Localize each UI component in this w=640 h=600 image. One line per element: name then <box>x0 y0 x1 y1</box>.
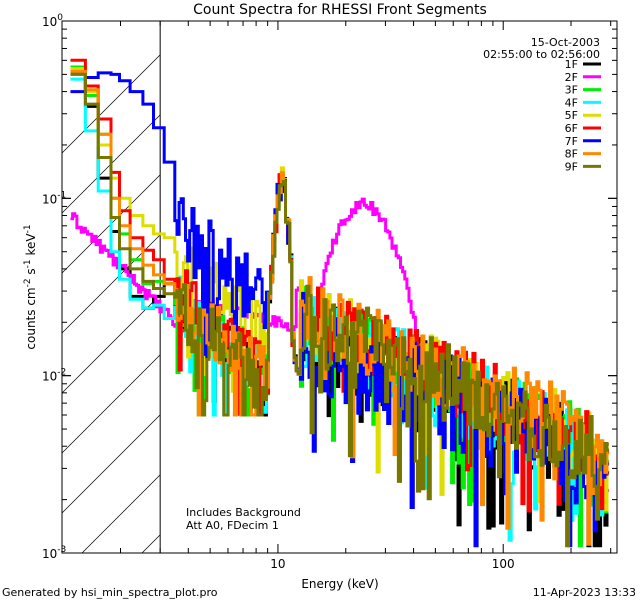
plot-frame <box>61 20 618 554</box>
chart-title: Count Spectra for RHESSI Front Segments <box>193 2 487 18</box>
series-9f-line <box>70 72 610 548</box>
y-tick-label: 10-2 <box>42 368 66 384</box>
y-tick-label: 10-3 <box>42 545 66 561</box>
legend-label: 1F <box>565 58 578 71</box>
time-range-label: 02:55:00 to 02:56:00 <box>483 48 600 61</box>
legend-label: 3F <box>565 84 578 97</box>
legend-label: 8F <box>565 148 578 161</box>
annotation-attenuator: Att A0, FDecim 1 <box>186 519 279 532</box>
series-8f-line <box>70 69 610 546</box>
axis-ticks: 10 100 100 10-1 10-2 10-3 <box>42 13 617 571</box>
x-tick-label: 100 <box>492 557 515 571</box>
hatch-line <box>62 414 161 514</box>
legend-label: 6F <box>565 122 578 135</box>
annotation-background: Includes Background <box>186 506 301 519</box>
legend-label: 9F <box>565 160 578 173</box>
y-axis-label: counts cm-2 s-1 keV-1 <box>23 224 38 349</box>
legend-label: 7F <box>565 135 578 148</box>
legend-label: 4F <box>565 96 578 109</box>
hatch-line <box>62 174 161 274</box>
spectra-series <box>70 58 610 548</box>
generated-by-label: Generated by hsi_min_spectra_plot.pro <box>2 586 218 599</box>
x-tick-label: 10 <box>270 557 285 571</box>
date-label: 15-Oct-2003 <box>531 36 600 49</box>
legend-label: 2F <box>565 71 578 84</box>
y-axis-label-base: counts cm <box>24 287 38 349</box>
x-axis-label: Energy (keV) <box>301 577 378 591</box>
y-tick-label: 100 <box>42 13 63 29</box>
y-tick-label: 10-1 <box>42 190 66 206</box>
legend-label: 5F <box>565 109 578 122</box>
hatch-line <box>622 0 640 553</box>
timestamp-label: 11-Apr-2023 13:33 <box>533 586 636 599</box>
